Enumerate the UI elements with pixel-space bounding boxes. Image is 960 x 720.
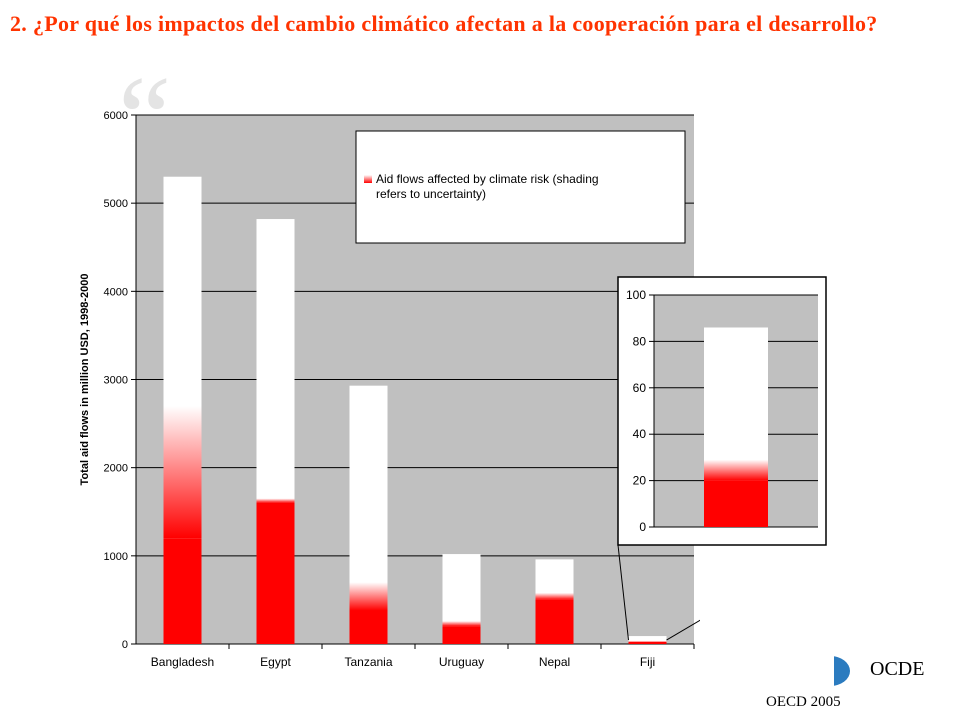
y-tick-label: 20	[633, 474, 647, 488]
bar-uncertainty-shading	[163, 405, 202, 539]
oecd-logo-icon	[834, 656, 850, 686]
x-tick-label: Nepal	[539, 655, 570, 669]
slide-title: 2. ¿Por qué los impactos del cambio clim…	[10, 11, 878, 36]
bar-affected	[349, 610, 388, 644]
y-tick-label: 6000	[104, 110, 128, 122]
legend-label: Aid flows affected by climate risk (shad…	[376, 172, 599, 201]
x-tick-label: Fiji	[640, 655, 655, 669]
bar-affected	[256, 502, 295, 644]
fiji-inset-chart: 0 20 40 60 80 100	[617, 276, 827, 546]
bar-uncertainty-shading	[535, 592, 574, 600]
bar-uncertainty-shading	[704, 459, 768, 481]
y-tick-label: 40	[633, 427, 647, 441]
y-tick-label: 4000	[104, 286, 128, 298]
x-tick-label: Egypt	[260, 655, 291, 669]
inset-connector-line	[666, 619, 700, 641]
bar-uncertainty-shading	[442, 621, 481, 627]
oecd-logo: OCDE	[810, 654, 950, 688]
y-tick-label: 3000	[104, 375, 128, 387]
inset-connector-line	[617, 544, 629, 641]
y-tick-label: 100	[626, 288, 646, 302]
bar-uncertainty-shading	[349, 582, 388, 611]
y-tick-label: 60	[633, 381, 647, 395]
bar-uncertainty-shading	[256, 498, 295, 503]
y-tick-label: 0	[639, 520, 646, 534]
y-tick-label: 80	[633, 334, 647, 348]
x-tick-label: Uruguay	[439, 655, 484, 669]
bar-affected	[442, 626, 481, 644]
footer-source: OECD 2005	[766, 694, 841, 710]
x-tick-label: Bangladesh	[151, 655, 214, 669]
bar-affected	[535, 599, 574, 644]
bar-affected	[628, 641, 667, 644]
bar-total	[628, 636, 667, 644]
logo-text: OCDE	[870, 658, 925, 680]
y-axis-title: Total aid flows in million USD, 1998-200…	[79, 274, 91, 486]
y-tick-label: 1000	[104, 551, 128, 563]
legend-box	[355, 130, 686, 244]
y-tick-label: 0	[122, 639, 128, 651]
legend-swatch	[364, 175, 372, 183]
y-tick-label: 5000	[104, 198, 128, 210]
x-tick-label: Tanzania	[344, 655, 392, 669]
bar-affected	[704, 480, 768, 527]
y-tick-label: 2000	[104, 463, 128, 475]
bar-affected	[163, 538, 202, 644]
